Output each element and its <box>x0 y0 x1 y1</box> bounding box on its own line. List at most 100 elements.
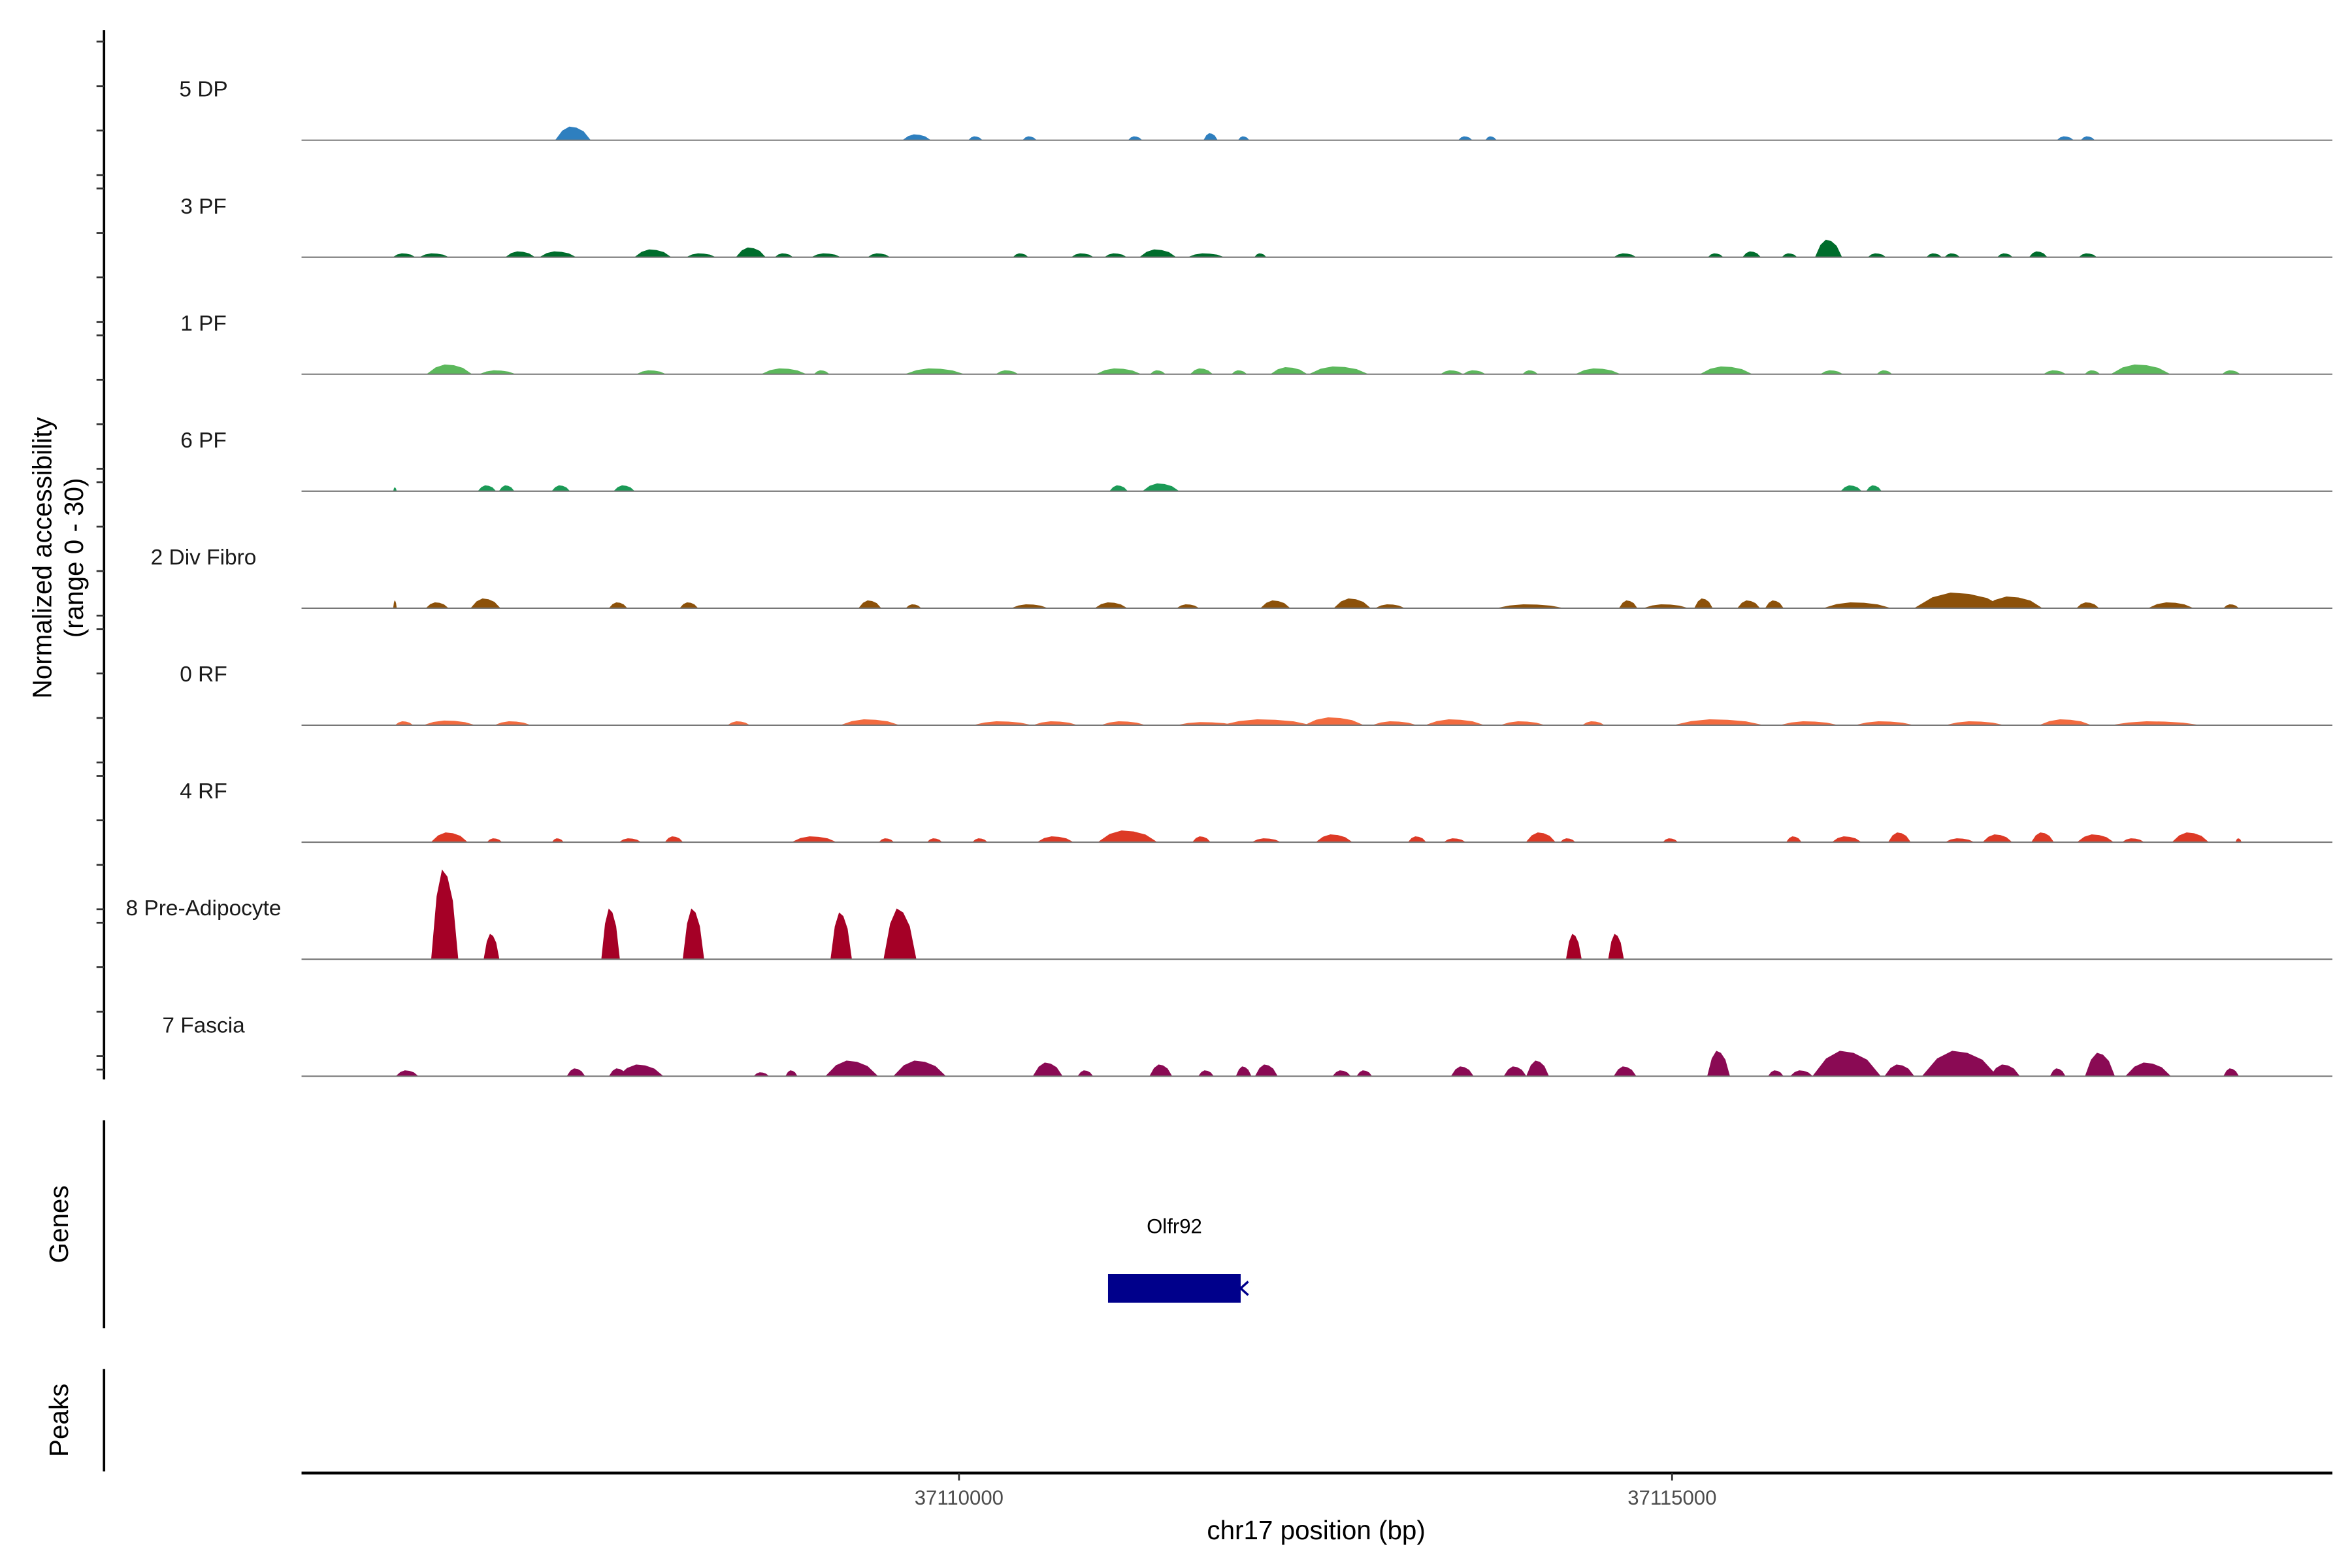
coverage-peak <box>904 368 965 374</box>
coverage-peak <box>1192 836 1211 843</box>
coverage-peak <box>1011 604 1049 608</box>
coverage-peak <box>431 832 468 843</box>
coverage-peak <box>1109 485 1128 491</box>
strand-arrow-icon <box>1239 1281 1249 1296</box>
coverage-peak <box>1254 253 1267 257</box>
coverage-peak <box>1013 253 1029 257</box>
coverage-peak <box>1309 366 1369 374</box>
coverage-peak <box>1094 602 1128 608</box>
coverage-peak <box>1098 830 1158 843</box>
coverage-peak <box>1575 368 1621 374</box>
coverage-peak <box>1887 832 1911 843</box>
coverage-peak <box>1673 719 1765 725</box>
gene-body <box>1107 1274 1241 1303</box>
coverage-peak <box>1499 721 1546 725</box>
coverage-peak <box>431 869 459 960</box>
coverage-peak <box>878 838 894 843</box>
coverage-peak <box>1237 136 1250 140</box>
coverage-peak <box>1032 721 1079 725</box>
coverage-peak <box>1707 1051 1730 1077</box>
coverage-peak <box>1022 136 1037 140</box>
coverage-peak <box>1332 1070 1351 1077</box>
coverage-peak <box>753 1072 770 1077</box>
coverage-peak <box>2235 838 2242 843</box>
coverage-peak <box>1458 136 1473 140</box>
coverage-peak <box>867 253 890 257</box>
coverage-peak <box>2078 253 2097 257</box>
coverage-peak <box>555 126 591 140</box>
coverage-peak <box>2223 1068 2240 1077</box>
coverage-peak <box>1104 253 1128 257</box>
coverage-peak <box>1333 598 1371 608</box>
coverage-y-axis <box>96 30 106 1080</box>
coverage-peak <box>1139 249 1177 257</box>
coverage-peak <box>2076 834 2114 843</box>
coverage-peak <box>760 368 807 374</box>
coverage-peak <box>825 1060 879 1077</box>
coverage-peak <box>813 370 830 374</box>
coverage-peak <box>2057 136 2074 140</box>
coverage-peak <box>1742 251 1761 257</box>
coverage-peak <box>840 719 900 725</box>
coverage-peak <box>423 720 476 725</box>
coverage-peak <box>1944 253 1961 257</box>
coverage-peak <box>926 838 943 843</box>
coverage-peak <box>1866 485 1882 491</box>
coverage-peak <box>395 1070 419 1077</box>
genes-track-title: Genes <box>44 1185 74 1263</box>
coverage-peak <box>1618 600 1638 608</box>
y-axis-title: Normalized accessibility <box>27 417 57 699</box>
coverage-peak <box>1375 604 1405 608</box>
coverage-peak <box>1608 934 1624 960</box>
coverage-peak <box>505 251 536 257</box>
coverage-peak <box>1565 934 1582 960</box>
coverage-peak <box>393 487 397 491</box>
track-5-dp: 5 DP <box>179 78 2332 141</box>
coverage-peak <box>1231 370 1247 374</box>
coverage-peak <box>858 600 881 608</box>
coverage-peak <box>425 602 449 608</box>
coverage-peak <box>1036 836 1074 843</box>
track-label: 2 Div Fibro <box>151 546 257 570</box>
coverage-peak <box>2031 832 2054 843</box>
coverage-peak <box>1128 136 1143 140</box>
coverage-peak <box>2221 370 2241 374</box>
coverage-peak <box>1304 717 1364 725</box>
coverage-peak <box>470 598 501 608</box>
coverage-peak <box>664 836 683 843</box>
coverage-peak <box>830 912 852 960</box>
coverage-peak <box>636 370 666 374</box>
coverage-peak <box>1786 836 1802 843</box>
coverage-peak <box>608 602 628 608</box>
coverage-peak <box>1149 1064 1173 1077</box>
coverage-peak <box>1944 838 1975 843</box>
coverage-peak <box>902 134 931 140</box>
genes-track: Olfr92 <box>1107 1215 1249 1303</box>
coverage-peak <box>2050 1068 2066 1077</box>
coverage-peak <box>393 600 397 608</box>
coverage-peak <box>1485 136 1497 140</box>
coverage-peak <box>566 1068 585 1077</box>
coverage-peak <box>679 602 698 608</box>
coverage-peak <box>1071 253 1094 257</box>
track-3-pf: 3 PF <box>180 195 2332 258</box>
coverage-peak <box>1503 1066 1527 1077</box>
coverage-peak <box>1876 370 1893 374</box>
coverage-peak <box>1522 370 1539 374</box>
coverage-peak <box>1820 370 1844 374</box>
coverage-peak <box>1560 838 1576 843</box>
coverage-peak <box>791 836 838 843</box>
coverage-peak <box>1642 604 1689 608</box>
coverage-peak <box>785 1070 798 1077</box>
coverage-peak <box>2148 602 2194 608</box>
coverage-peak <box>494 721 531 725</box>
coverage-peak <box>2076 602 2100 608</box>
coverage-peak <box>686 253 716 257</box>
track-label: 7 Fascia <box>162 1013 245 1037</box>
coverage-peak <box>1662 838 1678 843</box>
coverage-peak <box>1884 1064 1915 1077</box>
track-label: 3 PF <box>180 195 227 219</box>
coverage-peak <box>774 253 793 257</box>
track-label: 5 DP <box>179 78 227 102</box>
